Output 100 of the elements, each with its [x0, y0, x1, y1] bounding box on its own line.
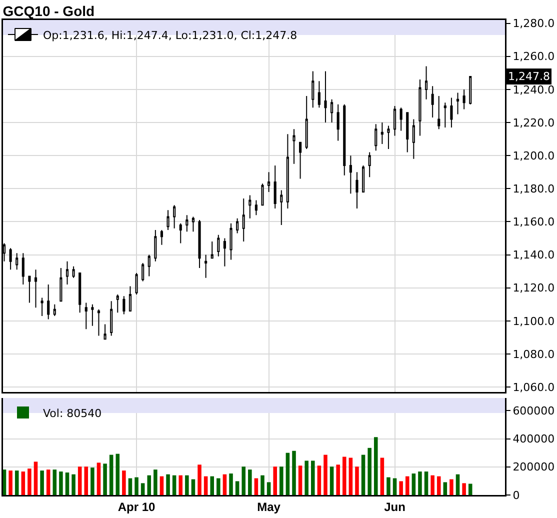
- candlestick: [431, 86, 434, 118]
- y-tick-label: 1,280.0: [512, 17, 555, 30]
- candlestick: [406, 112, 409, 153]
- bar: [266, 482, 271, 495]
- bar: [368, 448, 372, 495]
- bar: [405, 476, 410, 495]
- candlestick: [223, 238, 226, 267]
- bar: [28, 468, 32, 495]
- candlestick: [248, 194, 252, 219]
- y-tick-label: 1,260.0: [512, 50, 555, 64]
- legend-label: Op:1,231.6, Hi:1,247.4, Lo:1,231.0, Cl:1,247.8: [43, 28, 298, 42]
- candlestick: [305, 96, 308, 150]
- candlestick: [78, 272, 82, 314]
- candlestick: [60, 268, 62, 302]
- candlestick: [91, 304, 94, 326]
- candlestick: [343, 104, 346, 176]
- bar: [311, 460, 315, 495]
- bar: [46, 470, 50, 495]
- y-tick-label: 1,200.0: [512, 149, 555, 162]
- bar: [317, 466, 322, 495]
- bar: [342, 456, 346, 495]
- bar: [52, 470, 57, 495]
- candlestick: [374, 124, 378, 152]
- candlestick: [9, 248, 12, 270]
- candlestick: [72, 266, 75, 278]
- y-tick-label: 1,240.0: [512, 83, 555, 96]
- bar: [103, 464, 107, 495]
- candlestick: [349, 155, 352, 194]
- candlestick: [330, 98, 334, 124]
- bar: [298, 466, 302, 495]
- bar: [160, 476, 164, 495]
- candlestick: [254, 200, 258, 216]
- candlestick: [22, 252, 24, 286]
- candlestick: [450, 97, 453, 128]
- candlestick: [28, 276, 31, 304]
- candlestick: [242, 198, 245, 242]
- bar: [462, 483, 466, 495]
- bar: [84, 466, 88, 495]
- candlestick: [387, 125, 390, 150]
- candlestick: [362, 164, 365, 192]
- candlestick: [286, 134, 289, 209]
- bar: [418, 472, 422, 495]
- bar: [40, 470, 44, 495]
- candlestick: [192, 216, 195, 232]
- y-tick-label: 1,120.0: [512, 282, 555, 295]
- bar: [96, 462, 101, 495]
- bar: [216, 478, 220, 495]
- bar: [399, 481, 403, 495]
- candlestick: [424, 66, 428, 100]
- bar: [436, 476, 441, 495]
- candlestick: [299, 142, 302, 180]
- candlestick: [292, 128, 296, 164]
- candlestick: [84, 302, 88, 330]
- candlestick: [66, 260, 69, 286]
- y-tick-label: 0: [512, 488, 520, 502]
- bar: [178, 475, 183, 495]
- bar: [304, 460, 308, 495]
- x-tick-label: May: [257, 500, 281, 514]
- bar: [21, 472, 26, 495]
- bar: [154, 470, 158, 495]
- candlestick: [217, 234, 220, 257]
- bar: [336, 464, 340, 495]
- candlestick: [116, 294, 119, 314]
- candlestick: [462, 88, 466, 110]
- bar: [128, 478, 132, 495]
- candlestick: [204, 254, 208, 278]
- bar: [430, 475, 434, 495]
- bar: [412, 473, 416, 495]
- bar: [191, 479, 196, 495]
- bar: [355, 466, 359, 495]
- y-tick-label: 1,160.0: [512, 216, 555, 229]
- bar: [242, 466, 246, 495]
- bar: [8, 470, 12, 495]
- candlestick: [210, 241, 214, 259]
- bar: [292, 450, 296, 495]
- candlestick: [412, 118, 415, 160]
- candlestick: [40, 297, 44, 316]
- candlestick: [312, 70, 314, 108]
- candlestick: [53, 304, 56, 316]
- y-tick-label: 1,100.0: [512, 314, 555, 328]
- candlestick: [418, 79, 422, 136]
- y-tick-label: 600000: [512, 404, 555, 418]
- candlestick: [186, 214, 188, 232]
- bar: [380, 458, 384, 495]
- bar: [456, 474, 460, 495]
- bar: [229, 473, 233, 495]
- candlestick: [160, 229, 164, 246]
- bar: [172, 475, 176, 495]
- bar: [386, 477, 390, 495]
- bar: [185, 475, 189, 495]
- bar: [65, 472, 70, 495]
- bar: [59, 472, 63, 495]
- bar: [286, 452, 290, 495]
- bar: [204, 476, 208, 495]
- x-tick-label: Jun: [384, 500, 406, 514]
- y-tick-label: 1,140.0: [512, 248, 555, 262]
- candlestick: [179, 222, 182, 244]
- y-tick-label: 400000: [512, 432, 555, 446]
- candlestick: [368, 152, 371, 178]
- legend-label: Vol: 80540: [43, 406, 102, 420]
